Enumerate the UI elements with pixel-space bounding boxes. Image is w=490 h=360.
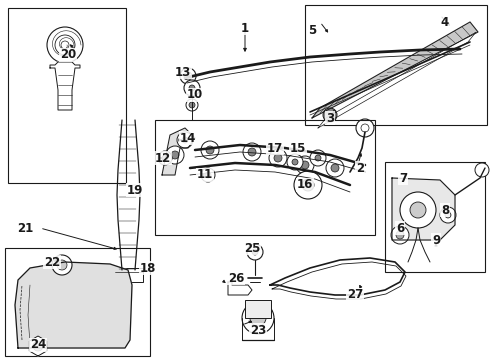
Circle shape: [400, 192, 436, 228]
Circle shape: [184, 72, 192, 80]
Circle shape: [47, 27, 83, 63]
Text: 5: 5: [308, 23, 316, 36]
Polygon shape: [162, 128, 195, 175]
Circle shape: [310, 150, 326, 166]
Text: 13: 13: [175, 66, 191, 78]
Polygon shape: [318, 32, 476, 128]
Bar: [5, 248, 150, 356]
Circle shape: [302, 179, 314, 191]
Bar: [8, 8, 126, 183]
Circle shape: [440, 207, 456, 223]
Polygon shape: [312, 22, 478, 118]
Text: 26: 26: [228, 271, 244, 284]
Circle shape: [315, 155, 321, 161]
Text: 21: 21: [17, 221, 33, 234]
Text: 8: 8: [441, 203, 449, 216]
Bar: [385, 162, 485, 272]
Circle shape: [243, 143, 261, 161]
Circle shape: [248, 148, 256, 156]
Text: 23: 23: [250, 324, 266, 337]
Circle shape: [294, 171, 322, 199]
Polygon shape: [228, 282, 252, 295]
Circle shape: [396, 231, 404, 239]
Text: 16: 16: [297, 179, 313, 192]
Circle shape: [274, 154, 282, 162]
Circle shape: [287, 154, 303, 170]
Circle shape: [206, 146, 214, 154]
Circle shape: [250, 310, 266, 326]
Polygon shape: [50, 62, 80, 110]
Text: 12: 12: [155, 152, 171, 165]
Bar: [245, 300, 271, 318]
Text: 15: 15: [290, 141, 306, 154]
Text: 4: 4: [441, 15, 449, 28]
Circle shape: [323, 108, 337, 122]
Circle shape: [33, 341, 43, 351]
Circle shape: [171, 151, 179, 159]
Circle shape: [292, 159, 298, 165]
Circle shape: [301, 161, 309, 169]
Text: 2: 2: [356, 162, 364, 175]
Polygon shape: [392, 178, 455, 240]
Polygon shape: [29, 336, 47, 356]
Circle shape: [247, 244, 263, 260]
Circle shape: [61, 41, 69, 49]
Circle shape: [296, 156, 314, 174]
Circle shape: [57, 260, 67, 270]
Circle shape: [201, 168, 215, 182]
Circle shape: [242, 302, 274, 334]
Text: 19: 19: [127, 184, 143, 197]
Circle shape: [162, 155, 168, 161]
Circle shape: [326, 159, 344, 177]
Circle shape: [180, 68, 196, 84]
Circle shape: [166, 146, 184, 164]
Text: 20: 20: [60, 49, 76, 62]
Circle shape: [186, 99, 198, 111]
Bar: [155, 120, 375, 235]
Text: 14: 14: [180, 131, 196, 144]
Text: 1: 1: [241, 22, 249, 35]
Text: 25: 25: [244, 242, 260, 255]
Bar: [115, 268, 143, 282]
Circle shape: [205, 172, 211, 178]
Circle shape: [391, 226, 409, 244]
Text: 17: 17: [267, 141, 283, 154]
Circle shape: [55, 35, 75, 55]
Text: 3: 3: [326, 112, 334, 125]
Circle shape: [158, 151, 172, 165]
Bar: [305, 5, 487, 125]
Circle shape: [52, 255, 72, 275]
Polygon shape: [15, 262, 132, 348]
Circle shape: [269, 149, 287, 167]
Circle shape: [445, 212, 451, 218]
Circle shape: [410, 202, 426, 218]
Text: 27: 27: [347, 288, 363, 302]
Circle shape: [361, 124, 369, 132]
Circle shape: [331, 164, 339, 172]
Circle shape: [189, 102, 195, 108]
Text: 9: 9: [432, 234, 440, 247]
Text: 7: 7: [399, 171, 407, 184]
Text: 6: 6: [396, 221, 404, 234]
Text: 10: 10: [187, 89, 203, 102]
Circle shape: [177, 132, 193, 148]
Circle shape: [182, 137, 188, 143]
Circle shape: [201, 141, 219, 159]
Circle shape: [356, 119, 374, 137]
Text: 24: 24: [30, 338, 46, 351]
Circle shape: [189, 85, 195, 91]
Circle shape: [475, 163, 489, 177]
Circle shape: [184, 80, 200, 96]
Text: 22: 22: [44, 256, 60, 269]
Text: 11: 11: [197, 168, 213, 181]
Text: 18: 18: [140, 261, 156, 274]
Circle shape: [252, 249, 258, 255]
